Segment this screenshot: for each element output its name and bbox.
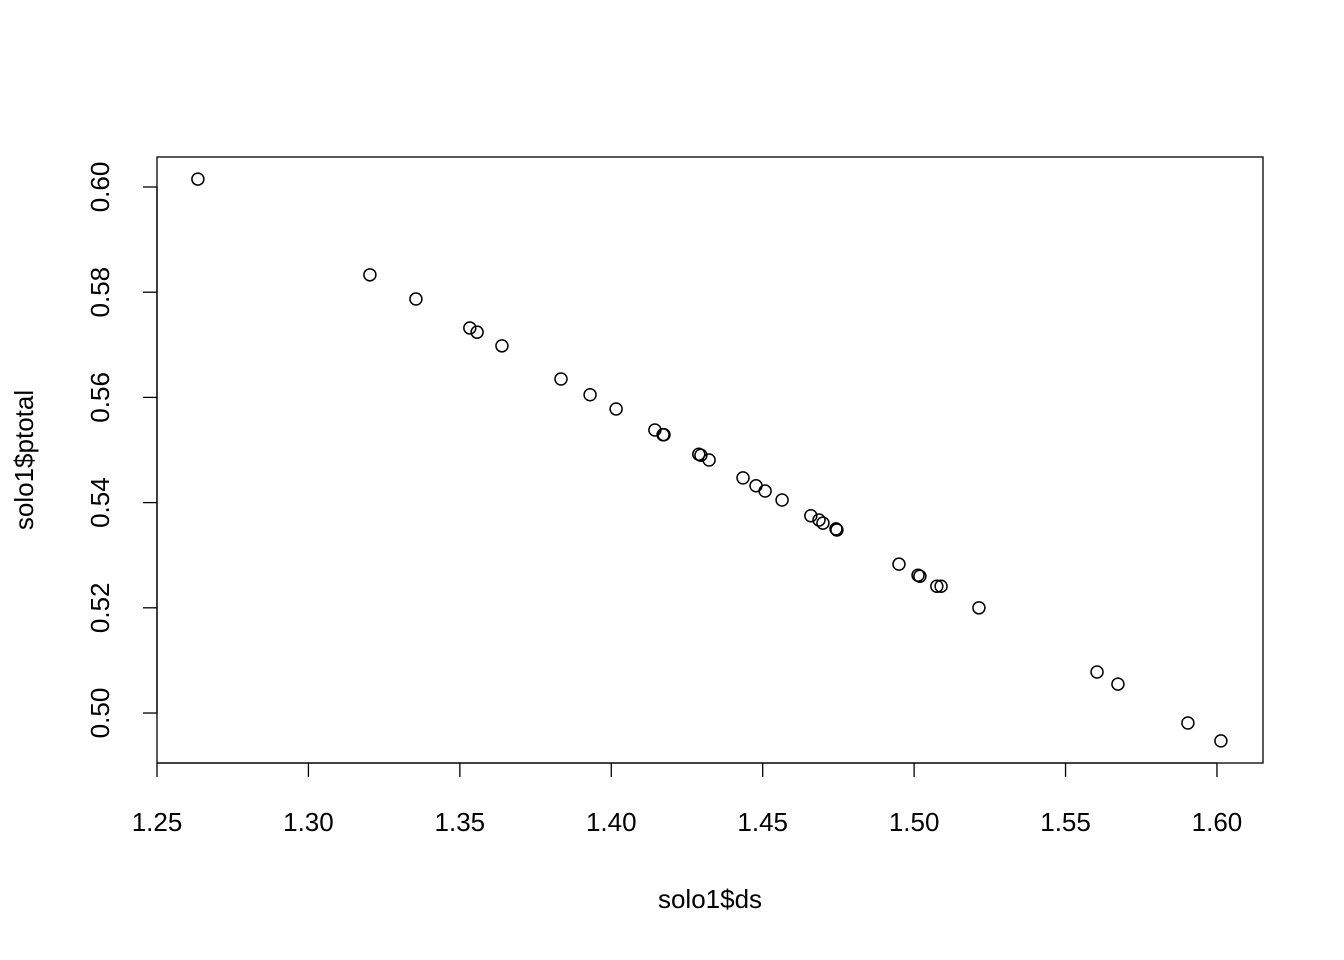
point	[913, 569, 927, 584]
point	[812, 513, 826, 527]
y-tick-label: 0.60	[85, 162, 115, 213]
x-tick-label: 1.45	[737, 807, 788, 837]
point	[191, 172, 205, 186]
y-tick-label: 0.58	[85, 267, 115, 318]
x-tick-label: 1.35	[435, 807, 486, 837]
point	[495, 339, 509, 353]
y-tick-label: 0.54	[85, 477, 115, 528]
point	[758, 484, 772, 498]
point	[554, 372, 568, 386]
x-tick-label: 1.40	[586, 807, 637, 837]
point	[830, 523, 844, 537]
x-tick-label: 1.50	[889, 807, 940, 837]
x-tick-label: 1.25	[132, 807, 183, 837]
point	[1111, 677, 1125, 691]
x-tick-label: 1.55	[1040, 807, 1091, 837]
point	[816, 516, 830, 530]
point	[363, 268, 377, 282]
point	[775, 493, 789, 507]
x-tick-label: 1.60	[1192, 807, 1243, 837]
plot-box	[156, 156, 1264, 764]
point	[934, 579, 948, 593]
point	[1090, 665, 1104, 679]
point	[930, 579, 944, 593]
point	[583, 388, 597, 402]
point	[609, 402, 623, 416]
point	[470, 325, 484, 339]
point	[702, 453, 716, 467]
point	[1181, 716, 1195, 730]
point	[409, 292, 423, 306]
point	[1214, 734, 1228, 748]
x-axis-label: solo1$ds	[658, 884, 762, 914]
point	[657, 428, 671, 442]
point	[829, 522, 843, 536]
point	[694, 448, 708, 463]
y-tick-label: 0.50	[85, 688, 115, 739]
point	[804, 509, 818, 523]
point	[972, 601, 986, 615]
y-tick-label: 0.52	[85, 583, 115, 634]
point	[463, 321, 477, 335]
point	[892, 557, 906, 571]
y-tick-label: 0.56	[85, 372, 115, 423]
point	[749, 479, 763, 493]
point	[736, 471, 750, 485]
x-tick-label: 1.30	[283, 807, 334, 837]
y-axis-label: solo1$ptotal	[9, 390, 39, 530]
